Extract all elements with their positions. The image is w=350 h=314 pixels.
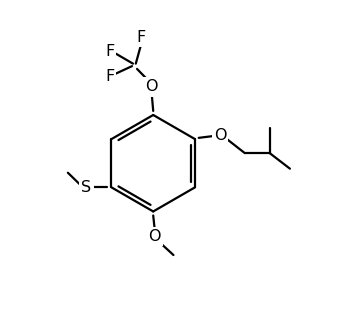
Text: F: F [105,44,114,59]
Text: F: F [105,68,114,84]
Text: O: O [214,128,226,143]
Text: O: O [148,229,161,244]
Text: O: O [145,79,158,95]
Text: F: F [137,30,146,45]
Text: S: S [82,180,92,195]
